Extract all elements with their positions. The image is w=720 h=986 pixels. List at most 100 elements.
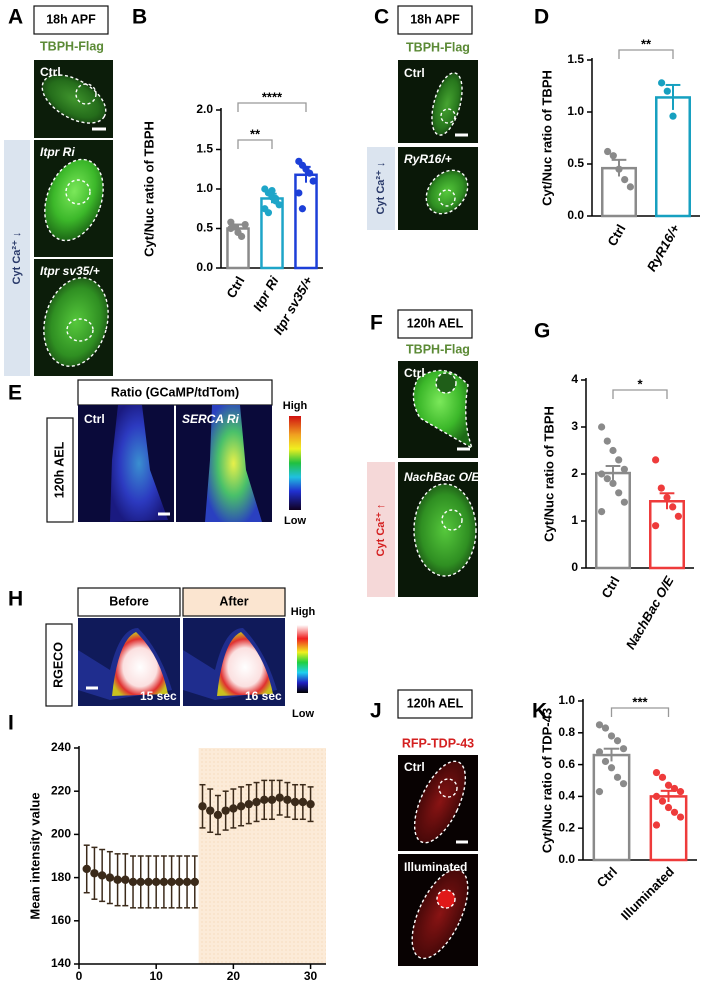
data-point <box>658 79 666 87</box>
image-label: SERCA Ri <box>182 412 240 426</box>
significance-label: **** <box>262 89 283 104</box>
data-point <box>113 875 122 884</box>
y-tick-label: 2 <box>571 466 578 480</box>
y-tick-label: 0.2 <box>558 820 575 834</box>
y-tick-label: 1.5 <box>567 52 584 66</box>
y-tick-label: 140 <box>51 956 71 970</box>
image-label: RyR16/+ <box>404 152 452 166</box>
data-point <box>595 788 604 796</box>
panel-c: 18h APF TBPH-Flag Ctrl RyR16/+ Cyt Ca²⁺ … <box>367 5 478 230</box>
data-point <box>613 773 622 781</box>
data-point <box>236 802 246 811</box>
y-tick-label: 4 <box>571 372 578 386</box>
y-tick-label: 1.0 <box>567 104 584 118</box>
significance-label: *** <box>632 694 648 709</box>
data-point <box>190 877 199 887</box>
image-label: Illuminated <box>404 860 467 874</box>
data-point <box>670 808 679 816</box>
shape <box>33 5 109 35</box>
data-point <box>620 498 628 506</box>
data-point <box>652 768 661 777</box>
shape <box>367 462 395 597</box>
panel-f: 120h AEL TBPH-Flag Ctrl NachBac O/E Cyt … <box>367 309 480 597</box>
y-tick-label: 0.4 <box>558 789 575 803</box>
significance-label: * <box>637 376 643 391</box>
data-point <box>615 456 623 464</box>
data-point <box>229 804 238 813</box>
image-label: NachBac O/E <box>404 470 480 484</box>
data-point <box>198 802 207 811</box>
marker-label: TBPH-Flag <box>406 40 470 54</box>
shape <box>110 405 168 522</box>
x-tick-label: Itpr Ri <box>250 273 282 313</box>
data-point <box>206 806 215 815</box>
side-label: Cyt Ca²⁺ ↓ <box>11 232 23 285</box>
significance-bracket <box>237 102 307 112</box>
bar <box>592 753 631 862</box>
condition-label: After <box>219 594 248 608</box>
data-point <box>213 810 223 820</box>
x-tick-label: 20 <box>227 969 241 983</box>
data-point <box>90 869 99 878</box>
time-label: 15 sec <box>140 689 177 703</box>
data-point <box>609 479 617 487</box>
x-tick-label: NachBac O/E <box>623 573 677 651</box>
marker-label: RFP-TDP-43 <box>402 736 474 750</box>
panel-letter: I <box>8 712 14 735</box>
image-label: Ctrl <box>404 366 425 380</box>
y-tick-label: 200 <box>51 827 71 841</box>
data-point <box>241 220 249 229</box>
shape <box>441 509 463 531</box>
x-tick-label: Ctrl <box>604 222 628 249</box>
shape <box>414 484 476 576</box>
shape <box>217 632 273 696</box>
data-point <box>144 877 153 887</box>
data-point <box>267 795 277 805</box>
shape <box>367 147 395 230</box>
data-point <box>97 871 107 880</box>
data-point <box>105 873 115 882</box>
x-tick-label: 0 <box>76 969 83 983</box>
data-point <box>290 797 300 807</box>
stage-label: 18h APF <box>46 12 96 26</box>
bar <box>649 500 685 570</box>
image-label: Ctrl <box>404 760 425 774</box>
panel-h: Before After RGECO 15 sec 16 sec High Lo… <box>45 587 315 720</box>
shape <box>413 370 472 448</box>
shape <box>426 170 468 214</box>
shape <box>46 417 74 523</box>
y-tick-label: 0.0 <box>558 852 575 866</box>
data-point <box>604 147 612 156</box>
data-point <box>283 795 292 805</box>
scale-label: High <box>283 400 308 412</box>
image-label: Ctrl <box>40 65 61 79</box>
data-point <box>652 456 660 464</box>
data-point <box>595 748 604 756</box>
shape <box>440 108 456 124</box>
condition-label: Before <box>109 594 149 608</box>
data-point <box>595 721 604 729</box>
data-point <box>128 877 138 887</box>
y-axis-label: Cyt/Nuc ratio of TBPH <box>539 70 554 206</box>
stage-label: 18h APF <box>410 12 460 26</box>
shape <box>397 5 473 35</box>
y-tick-label: 0.5 <box>196 221 213 235</box>
y-tick-label: 0.6 <box>558 757 575 771</box>
data-point <box>252 797 261 807</box>
data-point <box>264 209 273 217</box>
panel-a: 18h APF TBPH-Flag Ctrl Itpr Ri Itpr sv35… <box>4 5 113 376</box>
shape <box>182 587 286 617</box>
data-point <box>227 224 235 233</box>
data-point <box>598 508 606 516</box>
shape <box>41 74 107 124</box>
shape <box>45 623 73 707</box>
data-point <box>598 423 606 431</box>
marker-label: TBPH-Flag <box>406 342 470 356</box>
data-point <box>298 797 308 807</box>
shape <box>413 760 467 844</box>
x-tick-label: Illuminated <box>618 864 677 923</box>
panel-j: 120h AEL RFP-TDP-43 Ctrl Illuminated <box>397 689 478 966</box>
shape <box>431 72 463 136</box>
shape <box>435 372 457 394</box>
